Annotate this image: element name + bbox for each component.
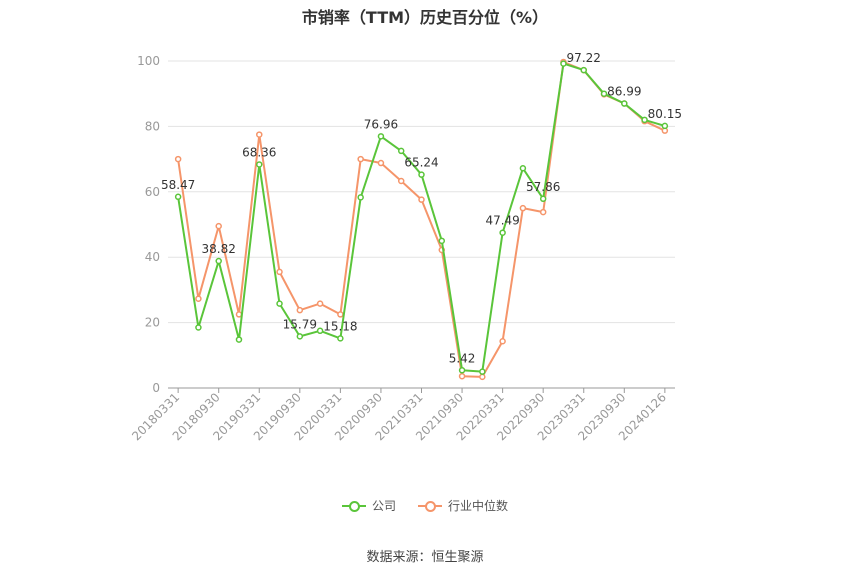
legend-label-company: 公司 <box>371 499 396 513</box>
data-label: 38.82 <box>202 242 236 256</box>
series-line-0 <box>177 62 666 373</box>
legend-item-industry-median[interactable]: 行业中位数 <box>418 497 508 514</box>
y-tick-label: 60 <box>145 185 160 199</box>
series-point-0[interactable] <box>418 171 425 178</box>
series-point-1[interactable] <box>499 337 506 345</box>
series-point-0[interactable] <box>195 324 202 331</box>
series-point-1[interactable] <box>377 159 385 167</box>
series-point-1[interactable] <box>256 131 263 138</box>
data-source: 数据来源：恒生聚源 <box>366 550 484 565</box>
series-point-1[interactable] <box>296 306 304 314</box>
series-point-1[interactable] <box>276 268 283 276</box>
y-tick-label: 20 <box>145 316 160 330</box>
chart-title: 市销率（TTM）历史百分位（%） <box>301 8 549 27</box>
series-point-0[interactable] <box>438 237 446 245</box>
series-point-1[interactable] <box>195 295 202 302</box>
series-point-0[interactable] <box>256 161 263 168</box>
series-point-1[interactable] <box>418 196 425 203</box>
series-point-0[interactable] <box>539 195 547 203</box>
series-point-0[interactable] <box>621 100 628 107</box>
series-point-0[interactable] <box>661 122 669 130</box>
series-point-0[interactable] <box>215 257 222 265</box>
legend-label-industry-median: 行业中位数 <box>448 499 509 513</box>
data-label: 68.36 <box>242 145 276 159</box>
data-label: 65.24 <box>404 156 438 170</box>
series-point-1[interactable] <box>337 311 344 318</box>
series-point-0[interactable] <box>458 367 466 374</box>
data-label: 15.79 <box>283 317 317 331</box>
y-tick-label: 80 <box>145 119 160 133</box>
series-point-1[interactable] <box>316 300 324 307</box>
data-label: 15.18 <box>323 319 357 333</box>
series-point-1[interactable] <box>174 155 182 163</box>
series-point-0[interactable] <box>316 327 324 335</box>
series-point-0[interactable] <box>560 60 567 67</box>
y-tick-label: 100 <box>137 54 160 68</box>
series-point-0[interactable] <box>499 229 506 236</box>
data-label: 76.96 <box>364 117 398 131</box>
series-line-1 <box>177 61 666 378</box>
series-point-1[interactable] <box>215 222 222 230</box>
legend: 公司 行业中位数 <box>0 497 850 514</box>
series-point-1[interactable] <box>397 177 405 185</box>
series-point-0[interactable] <box>235 336 243 343</box>
data-label: 86.99 <box>607 85 641 99</box>
series-point-0[interactable] <box>641 116 648 124</box>
data-labels: 58.47 38.82 68.36 15.79 15.18 76.96 65.24 5.42 4… <box>161 51 682 365</box>
series-point-1[interactable] <box>458 372 466 380</box>
series-point-0[interactable] <box>519 165 527 172</box>
series-point-1[interactable] <box>519 204 527 212</box>
series-point-0[interactable] <box>580 66 587 74</box>
gridlines <box>168 60 675 324</box>
legend-swatch-company <box>341 500 366 512</box>
series-point-0[interactable] <box>296 333 304 340</box>
series-point-0[interactable] <box>337 335 344 342</box>
series-point-0[interactable] <box>600 90 608 97</box>
line-chart: 0204060801002018033120180930201903312019… <box>129 51 682 443</box>
series-point-1[interactable] <box>539 208 547 216</box>
data-label: 5.42 <box>449 351 476 365</box>
data-label: 57.86 <box>526 180 560 194</box>
series-point-0[interactable] <box>397 147 405 155</box>
legend-item-company[interactable]: 公司 <box>341 497 396 514</box>
legend-swatch-industry-median <box>418 500 442 512</box>
series-point-0[interactable] <box>276 300 283 307</box>
data-label: 80.15 <box>648 107 682 121</box>
y-tick-label: 0 <box>152 381 160 395</box>
y-tick-label: 40 <box>145 250 160 264</box>
data-label: 58.47 <box>161 178 195 192</box>
data-label: 97.22 <box>567 51 601 65</box>
series-point-1[interactable] <box>357 155 364 163</box>
series <box>174 58 669 381</box>
data-label: 47.49 <box>485 214 519 228</box>
series-point-1[interactable] <box>479 373 486 381</box>
series-point-0[interactable] <box>174 193 182 201</box>
series-point-0[interactable] <box>377 133 385 140</box>
series-point-0[interactable] <box>479 368 486 375</box>
series-point-0[interactable] <box>357 194 364 201</box>
